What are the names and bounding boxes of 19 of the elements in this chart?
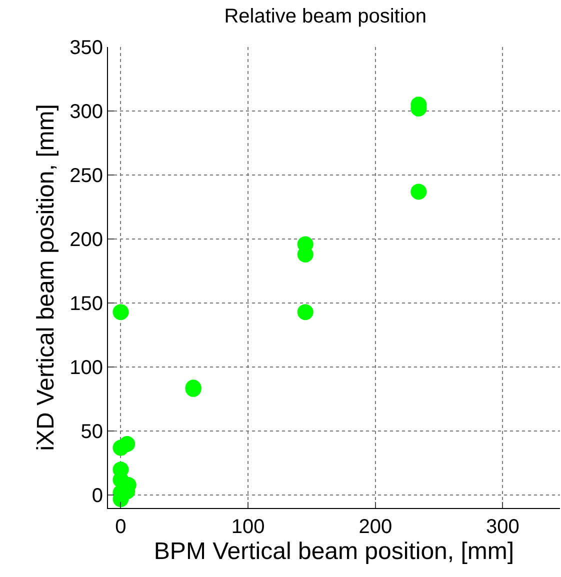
- point: [119, 436, 136, 452]
- point: [297, 304, 314, 320]
- y-tick-label: 350: [70, 37, 103, 59]
- chart-title: Relative beam position: [224, 6, 427, 28]
- x-tick-label: 200: [358, 516, 392, 538]
- y-tick-label: 50: [80, 421, 103, 444]
- y-tick-label: 300: [70, 101, 103, 124]
- x-tick-label: 100: [231, 516, 265, 538]
- y-tick-label: 200: [70, 229, 103, 252]
- y-axis-title: iXD Vertical beam position, [mm]: [32, 104, 60, 451]
- x-tick-label: 300: [486, 516, 520, 538]
- y-tick-label: 100: [70, 357, 103, 380]
- x-axis-title: BPM Vertical beam position, [mm]: [154, 538, 514, 565]
- y-tick-label: 0: [92, 485, 103, 508]
- point: [410, 184, 427, 200]
- point: [112, 304, 129, 320]
- y-tick-label: 150: [70, 293, 103, 316]
- y-tick-label: 250: [70, 165, 103, 188]
- x-tick-label: 0: [115, 516, 126, 538]
